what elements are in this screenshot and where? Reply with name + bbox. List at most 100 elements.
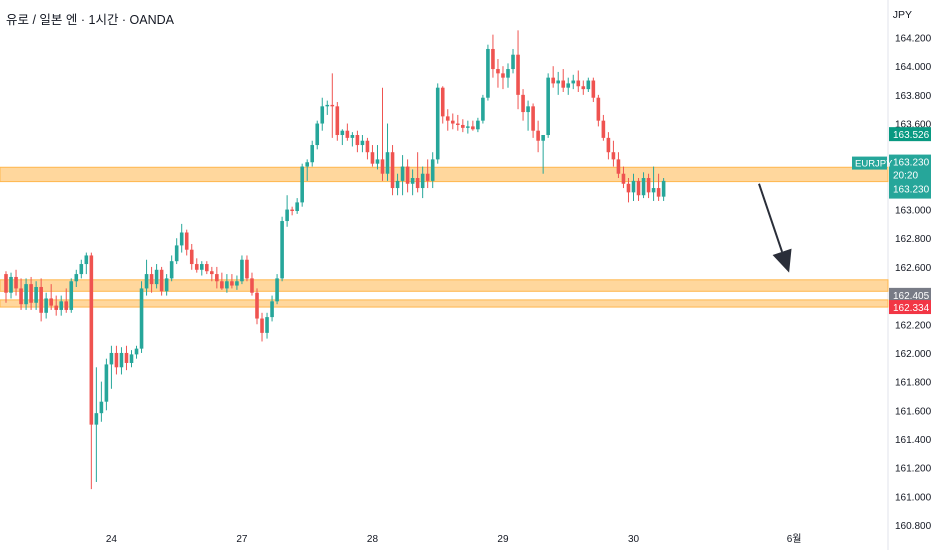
candle-body xyxy=(400,166,405,181)
candle-body xyxy=(531,106,535,131)
candle-body xyxy=(440,87,445,117)
candle-body xyxy=(526,106,530,113)
candle-body xyxy=(84,255,89,265)
candle-body xyxy=(491,48,495,70)
candle-body xyxy=(511,54,515,70)
candle-body xyxy=(375,159,380,164)
candle-body xyxy=(425,173,430,181)
current-price-text: 163.230 xyxy=(893,158,930,169)
symbol-badge-text: EURJPY xyxy=(855,159,893,170)
candle-body xyxy=(290,209,294,211)
candle-body xyxy=(260,318,264,333)
support-resistance-zone xyxy=(0,279,889,292)
candle-body xyxy=(571,80,576,84)
candle-body xyxy=(646,178,651,193)
candle-body xyxy=(139,288,144,349)
candle-body xyxy=(651,188,656,193)
candle-body xyxy=(476,120,480,130)
candle-body xyxy=(64,301,69,310)
candle-body xyxy=(265,317,269,333)
candle-body xyxy=(521,94,525,113)
candle-body xyxy=(415,178,420,189)
price-tick-label: 161.000 xyxy=(895,492,932,503)
price-tick-label: 161.600 xyxy=(895,406,932,417)
candle-body xyxy=(435,87,440,160)
price-badge-text: 162.405 xyxy=(893,291,930,302)
candle-body xyxy=(129,354,134,363)
candle-body xyxy=(501,73,505,78)
price-tick-label: 164.000 xyxy=(895,62,932,73)
support-resistance-zone xyxy=(0,299,889,308)
price-tick-label: 164.200 xyxy=(895,34,932,45)
candle-body xyxy=(159,269,164,292)
price-badge xyxy=(889,127,931,142)
time-tick-label: 30 xyxy=(628,534,640,545)
candle-body xyxy=(636,180,641,196)
candle-body xyxy=(44,298,48,313)
candle-body xyxy=(230,281,234,286)
candle-body xyxy=(240,259,244,282)
candle-body xyxy=(586,80,591,90)
candle-body xyxy=(199,264,204,270)
support-resistance-zone xyxy=(0,166,889,183)
candle-body xyxy=(134,348,139,355)
candle-body xyxy=(405,166,410,184)
candle-body xyxy=(94,413,99,425)
candle-body xyxy=(174,245,179,262)
price-tick-label: 162.000 xyxy=(895,349,932,360)
candle-body xyxy=(360,140,365,146)
candle-body xyxy=(456,123,460,125)
candle-body xyxy=(556,80,560,84)
price-tick-label: 162.600 xyxy=(895,263,932,274)
candle-body xyxy=(104,364,109,402)
candle-body xyxy=(641,178,646,196)
current-price-text: 163.230 xyxy=(893,185,930,196)
candle-body xyxy=(450,120,455,124)
candle-body xyxy=(385,152,390,174)
candle-body xyxy=(215,274,219,282)
candle-body xyxy=(79,264,84,275)
arrow-head xyxy=(772,248,792,273)
candle-body xyxy=(114,352,119,368)
candle-body xyxy=(29,284,33,303)
candle-body xyxy=(305,162,309,167)
candle-body xyxy=(179,232,184,246)
candle-body xyxy=(99,401,104,414)
candle-body xyxy=(89,255,94,425)
candle-body xyxy=(430,159,435,181)
candle-body xyxy=(144,274,149,289)
candle-body xyxy=(225,281,229,289)
candle-body xyxy=(541,135,545,141)
candle-body xyxy=(205,264,209,272)
chart-title: 유로 / 일본 엔 · 1시간 · OANDA xyxy=(6,13,175,27)
candle-body xyxy=(69,281,74,310)
candle-body xyxy=(285,209,289,222)
candle-body xyxy=(270,301,274,318)
price-tick-label: 163.800 xyxy=(895,91,932,102)
price-tick-label: 161.200 xyxy=(895,464,932,475)
candle-body xyxy=(149,274,154,285)
candle-body xyxy=(390,152,395,189)
candle-body xyxy=(395,180,400,189)
price-tick-label: 163.000 xyxy=(895,206,932,217)
candle-body xyxy=(275,278,279,302)
price-tick-label: 163.600 xyxy=(895,120,932,131)
candle-body xyxy=(355,135,360,146)
candle-body xyxy=(194,264,199,270)
time-tick-label: 6월 xyxy=(787,533,802,545)
candle-body xyxy=(551,77,555,84)
price-tick-label: 162.200 xyxy=(895,320,932,331)
candle-body xyxy=(330,104,335,107)
price-badge-text: 162.334 xyxy=(893,303,930,314)
candle-body xyxy=(24,284,28,305)
candle-body xyxy=(335,106,340,136)
candle-body xyxy=(561,80,566,88)
candle-body xyxy=(621,173,626,184)
candle-body xyxy=(581,86,586,90)
candle-body xyxy=(59,301,64,310)
candle-body xyxy=(245,259,249,279)
candle-body xyxy=(220,281,224,289)
candle-body xyxy=(295,202,299,211)
